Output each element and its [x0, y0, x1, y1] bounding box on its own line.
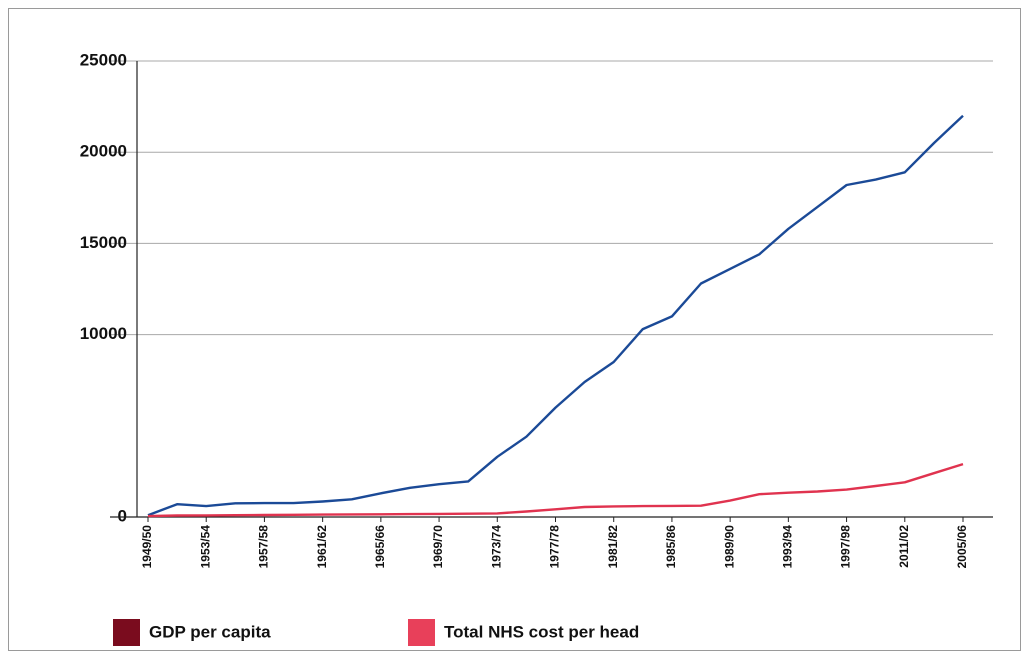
- x-tick-label: 1957/58: [257, 525, 271, 569]
- x-tick-label: 1993/94: [781, 525, 795, 569]
- legend-label: GDP per capita: [149, 622, 271, 641]
- x-tick-label: 1985/86: [664, 525, 678, 569]
- x-tick-label: 1961/62: [315, 525, 329, 569]
- x-tick-label: 1969/70: [431, 525, 445, 569]
- x-tick-label: 1953/54: [198, 525, 212, 569]
- y-tick-label: 10000: [80, 324, 127, 343]
- x-tick-label: 1989/90: [722, 525, 736, 569]
- x-tick-label: 1973/74: [489, 525, 503, 569]
- x-tick-label: 1977/78: [548, 525, 562, 569]
- y-tick-label: 25000: [80, 50, 127, 69]
- x-tick-label: 2011/02: [897, 525, 911, 568]
- frame: [8, 8, 1021, 651]
- x-tick-label: 1997/98: [839, 525, 853, 569]
- series-line: [147, 114, 964, 517]
- legend-label: Total NHS cost per head: [444, 622, 639, 641]
- y-tick-label: 15000: [80, 233, 127, 252]
- x-tick-label: 1965/66: [373, 525, 387, 569]
- legend-swatch: [408, 619, 435, 646]
- legend-swatch: [113, 619, 140, 646]
- y-tick-label: 20000: [80, 142, 127, 161]
- x-tick-label: 1949/50: [140, 525, 154, 569]
- y-tick-label: 0: [118, 506, 127, 525]
- x-tick-label: 2005/06: [955, 525, 969, 569]
- series-line: [147, 462, 964, 518]
- x-tick-label: 1981/82: [606, 525, 620, 569]
